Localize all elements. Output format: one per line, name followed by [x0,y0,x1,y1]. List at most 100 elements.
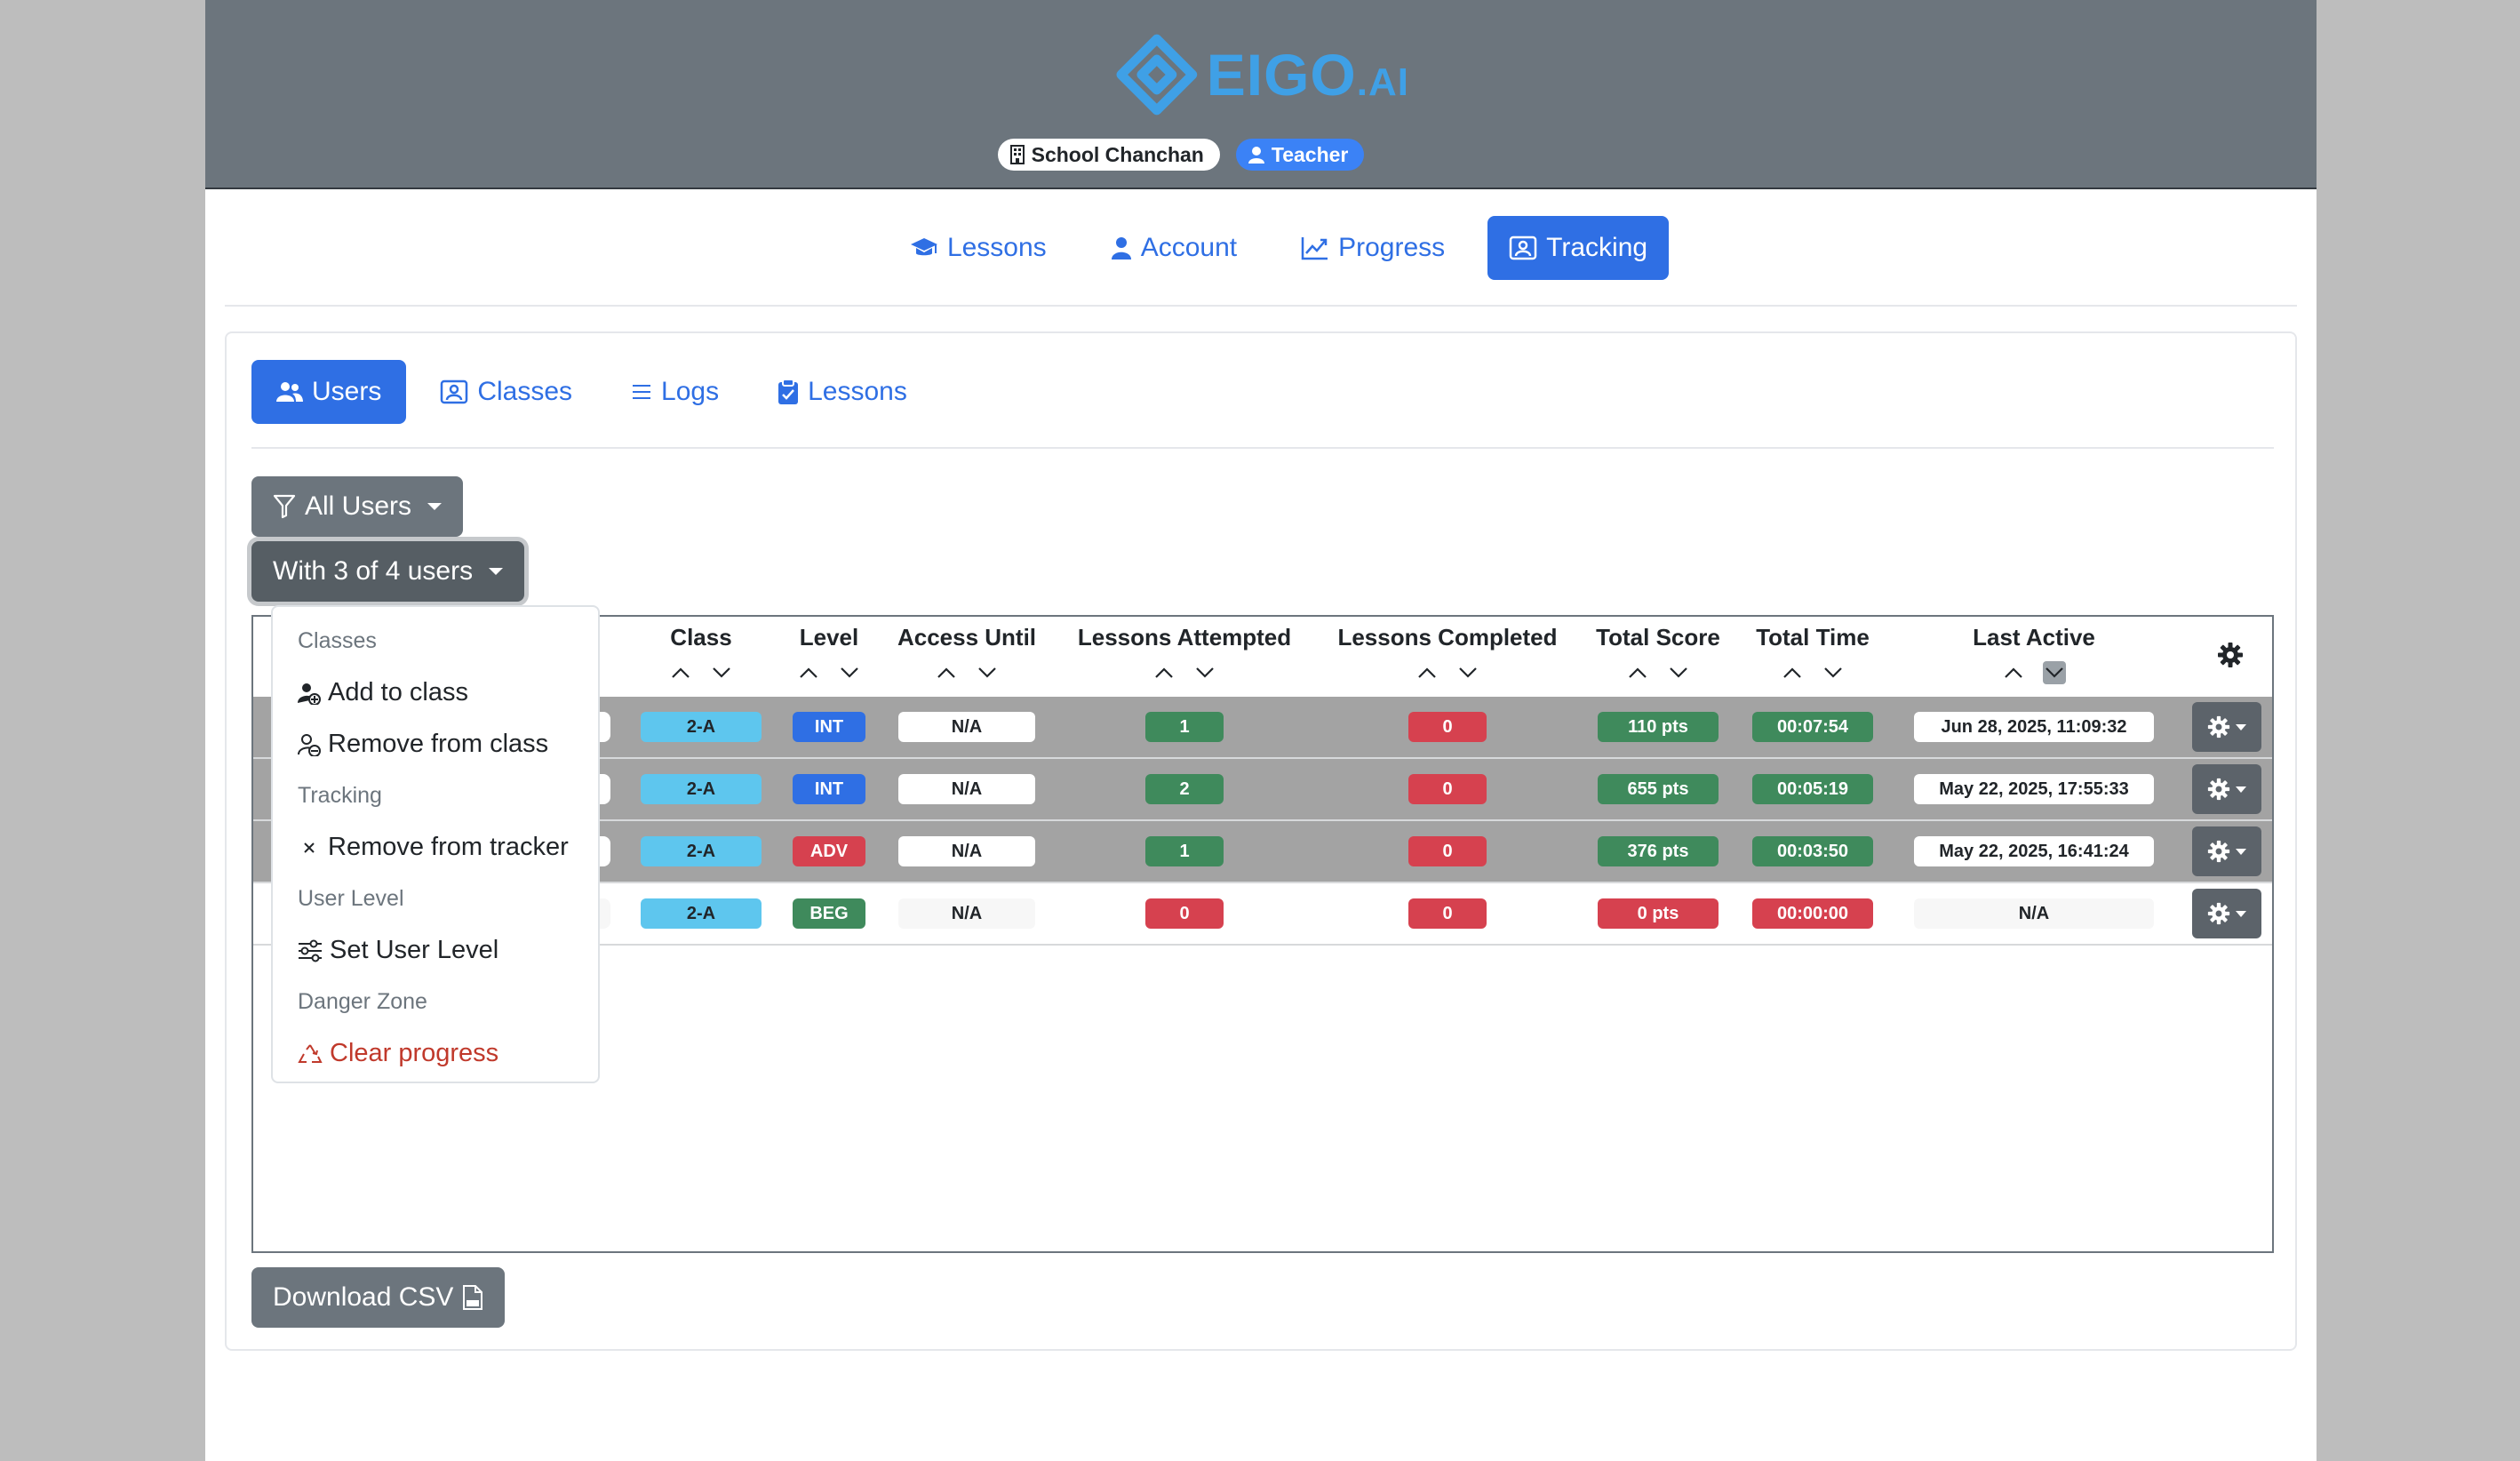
score-badge: 0 pts [1598,898,1719,929]
tracking-subnav: Users Classes Logs Lessons [251,360,932,424]
attempted-badge: 0 [1145,898,1224,929]
sort-asc-icon[interactable] [1781,661,1804,684]
sort-asc-icon[interactable] [669,661,692,684]
sort-asc-icon[interactable] [2002,661,2025,684]
sort-desc-icon[interactable] [710,661,733,684]
menu-header-danger-zone: Danger Zone [298,989,427,1014]
sort-level [797,661,861,684]
file-csv-icon [463,1285,483,1310]
col-total-score: Total Score [1596,624,1720,651]
nav-account[interactable]: Account [1089,216,1258,280]
subnav-divider [251,447,2274,449]
time-badge: 00:03:50 [1752,836,1873,866]
row-settings-button[interactable] [2192,889,2261,938]
nav-progress[interactable]: Progress [1280,216,1466,280]
people-icon [276,382,303,402]
bulk-actions-button[interactable]: With 3 of 4 users [251,541,525,602]
caret-down-icon [2236,848,2246,855]
attempted-badge: 2 [1145,774,1224,804]
person-badge-icon [1509,236,1537,260]
sort-desc-icon[interactable] [1456,661,1479,684]
menu-remove-from-tracker[interactable]: Remove from tracker [298,833,569,862]
tab-users[interactable]: Users [251,360,407,424]
sort-desc-icon[interactable] [976,661,999,684]
menu-add-to-class[interactable]: Add to class [298,678,468,707]
table-header: Class Level Access Until Lessons Attempt… [253,617,2272,697]
sort-access-until [935,661,999,684]
caret-down-icon [427,503,443,510]
score-badge: 655 pts [1598,774,1719,804]
person-badge-icon [441,379,468,404]
row-settings-button[interactable] [2192,702,2261,752]
caret-down-icon [2236,910,2246,917]
access-until-value: N/A [898,712,1035,742]
sort-asc-icon[interactable] [797,661,820,684]
gear-icon [2207,778,2230,801]
score-badge: 110 pts [1598,712,1719,742]
class-badge: 2-A [641,774,762,804]
menu-header-classes: Classes [298,628,377,653]
sort-asc-icon[interactable] [1416,661,1439,684]
role-badge: Teacher [1235,139,1365,171]
sort-desc-icon[interactable] [1667,661,1690,684]
col-access-until: Access Until [897,624,1037,651]
caret-down-icon [2236,723,2246,730]
person-icon [1111,237,1131,259]
download-csv-button[interactable]: Download CSV [251,1267,506,1328]
school-badge: School Chanchan [997,139,1220,171]
col-last-active: Last Active [1973,624,2095,651]
person-icon [1248,147,1264,164]
menu-clear-progress[interactable]: Clear progress [298,1039,498,1068]
app-window: EIGO.AI School Chanchan Teacher Lessons … [205,0,2317,1461]
gear-icon [2207,902,2230,925]
sort-desc-icon[interactable] [1822,661,1845,684]
menu-remove-from-class[interactable]: Remove from class [298,730,548,759]
sort-desc-icon[interactable] [838,661,861,684]
attempted-badge: 1 [1145,836,1224,866]
time-badge: 00:07:54 [1752,712,1873,742]
header-badges: School Chanchan Teacher [205,139,2317,171]
person-remove-icon [298,733,321,756]
sort-total-time [1781,661,1845,684]
last-active-value: N/A [1914,898,2154,929]
col-lessons-completed: Lessons Completed [1337,624,1558,651]
last-active-value: May 22, 2025, 16:41:24 [1914,836,2154,866]
tab-lessons[interactable]: Lessons [753,360,932,424]
col-lessons-attempted: Lessons Attempted [1077,624,1292,651]
sort-desc-icon[interactable] [1193,661,1216,684]
sort-asc-icon[interactable] [1152,661,1176,684]
level-badge: BEG [793,898,865,929]
clipboard-icon [778,379,799,404]
level-badge: INT [793,774,865,804]
sort-asc-icon[interactable] [1626,661,1649,684]
nav-lessons[interactable]: Lessons [889,216,1068,280]
sort-desc-icon[interactable] [2043,661,2066,684]
last-active-value: Jun 28, 2025, 11:09:32 [1914,712,2154,742]
sort-lessons-completed [1416,661,1479,684]
tracking-card: Users Classes Logs Lessons All Users Wit… [225,331,2297,1351]
sort-last-active [2002,661,2066,684]
row-settings-button[interactable] [2192,826,2261,876]
completed-badge: 0 [1408,712,1487,742]
sort-asc-icon[interactable] [935,661,958,684]
table-settings-button[interactable] [2217,642,2244,673]
score-badge: 376 pts [1598,836,1719,866]
bulk-actions-menu: Classes Add to class Remove from class T… [271,605,600,1083]
col-total-time: Total Time [1756,624,1870,651]
tab-classes[interactable]: Classes [415,360,597,424]
menu-set-user-level[interactable]: Set User Level [298,936,498,965]
tab-logs[interactable]: Logs [606,360,744,424]
all-users-filter-button[interactable]: All Users [251,476,464,537]
completed-badge: 0 [1408,836,1487,866]
header: EIGO.AI School Chanchan Teacher [205,0,2317,189]
nav-tracking[interactable]: Tracking [1487,216,1670,280]
time-badge: 00:00:00 [1752,898,1873,929]
level-badge: INT [793,712,865,742]
person-add-icon [298,683,321,705]
row-settings-button[interactable] [2192,764,2261,814]
class-badge: 2-A [641,712,762,742]
class-badge: 2-A [641,836,762,866]
menu-header-tracking: Tracking [298,783,382,808]
col-level: Level [799,624,859,651]
close-icon [304,842,315,853]
